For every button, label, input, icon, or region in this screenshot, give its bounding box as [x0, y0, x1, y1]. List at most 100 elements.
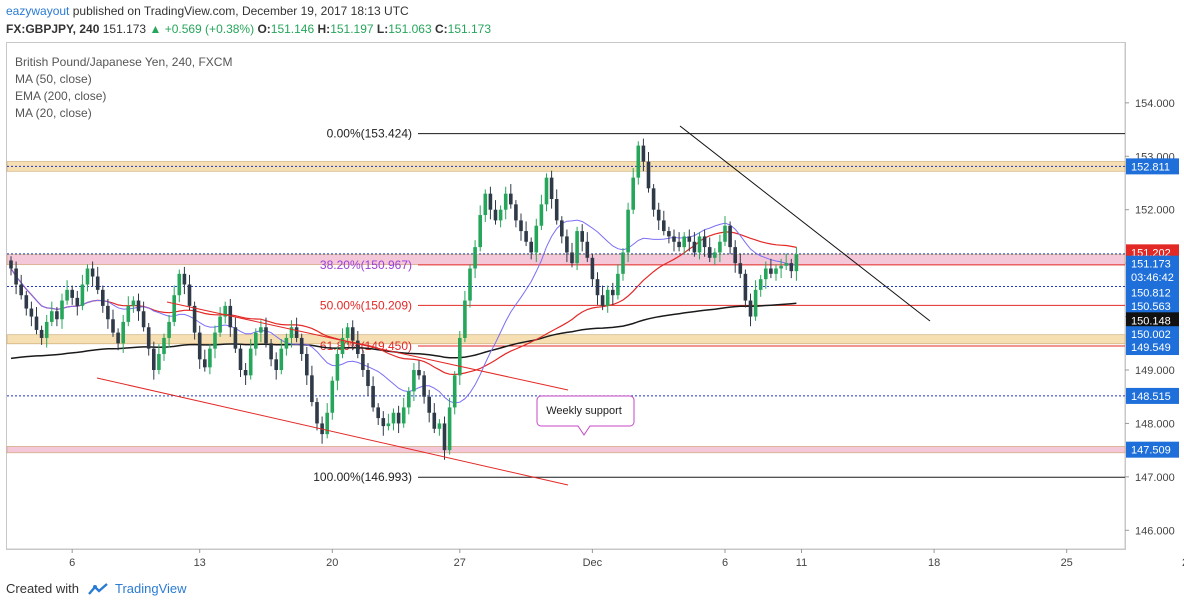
price-tag-9: 148.515: [1131, 391, 1171, 403]
close-value: 151.173: [447, 22, 492, 36]
created-with-label: Created with: [6, 581, 79, 596]
candle-body-72: [376, 407, 380, 419]
plot-area: [7, 43, 1125, 549]
open-label: O:: [257, 22, 271, 36]
annotation-callout-box: [536, 395, 635, 436]
price-tag-bg-3: [1126, 269, 1179, 286]
candle-body-45: [238, 348, 243, 371]
candle-body-16: [90, 268, 95, 277]
candle-body-78: [407, 391, 411, 408]
candle-body-144: [743, 273, 748, 301]
candle-body-12: [70, 289, 74, 298]
candle-body-130: [672, 236, 676, 242]
x-tick-label-7: 18: [928, 557, 940, 569]
candle-body-100: [519, 220, 523, 232]
x-tick-label-9: 2018: [1182, 557, 1184, 569]
candle-body-154: [794, 254, 799, 272]
close-label: C:: [434, 22, 448, 36]
candle-body-7: [44, 321, 49, 338]
candle-body-40: [213, 332, 217, 349]
candle-body-152: [784, 263, 788, 266]
candle-body-71: [371, 386, 375, 408]
candle-body-55: [289, 327, 294, 338]
candle-body-70: [366, 370, 370, 387]
candle-body-52: [274, 359, 278, 371]
x-tick-label-3: 27: [454, 557, 466, 569]
ohlc-line: FX:GBPJPY, 240 151.173 ▲ +0.569 (+0.38%)…: [6, 22, 491, 36]
candle-body-47: [248, 348, 253, 376]
candle-body-33: [177, 273, 182, 296]
candle-body-126: [651, 188, 656, 210]
candle-body-41: [218, 316, 222, 333]
candle-body-106: [549, 177, 554, 200]
candle-body-46: [243, 370, 248, 376]
candle-body-140: [723, 225, 727, 242]
zone-band-3: [6, 446, 1126, 454]
y-tick-label-1: 147.000: [1135, 472, 1175, 484]
open-value: 151.146: [270, 22, 315, 36]
candle-body-150: [774, 268, 778, 274]
candle-body-87: [452, 375, 457, 408]
x-tick-label-8: 25: [1061, 557, 1073, 569]
x-tick-label-1: 13: [194, 557, 206, 569]
candle-body-8: [50, 311, 54, 322]
candle-body-10: [60, 300, 64, 320]
price-tag-7: 150.002: [1131, 329, 1171, 341]
candle-body-30: [162, 337, 166, 354]
author-link[interactable]: eazywayout: [6, 4, 70, 18]
candle-body-143: [738, 263, 743, 274]
candle-body-34: [182, 273, 187, 285]
candle-body-93: [483, 193, 488, 216]
candle-body-79: [412, 370, 416, 392]
x-tick-label-4: Dec: [583, 557, 603, 569]
price-tag-3: 03:46:42: [1131, 272, 1174, 284]
candle-body-25: [136, 300, 141, 312]
candle-body-96: [498, 209, 503, 221]
ema200-line: [10, 302, 797, 360]
price-tag-bg-9: [1126, 387, 1179, 404]
legend-ema200[interactable]: EMA (200, close): [15, 89, 107, 103]
candle-body-113: [585, 241, 590, 258]
candle-body-148: [764, 268, 768, 280]
candle-body-53: [279, 348, 284, 371]
x-tick-label-5: 6: [722, 557, 728, 569]
candle-body-109: [565, 236, 569, 253]
candle-body-91: [473, 247, 477, 269]
candle-body-6: [39, 329, 44, 338]
candle-body-116: [600, 295, 605, 306]
candle-body-11: [65, 289, 69, 301]
tradingview-link[interactable]: TradingView: [87, 581, 187, 596]
candle-body-67: [350, 327, 355, 341]
candle-body-37: [197, 332, 202, 360]
candle-body-92: [478, 215, 482, 248]
candle-body-138: [713, 252, 717, 258]
candle-body-27: [146, 327, 151, 349]
candle-body-80: [417, 370, 421, 376]
low-value: 151.063: [388, 22, 432, 36]
candle-body-107: [554, 199, 559, 221]
candle-body-28: [152, 348, 156, 371]
tradingview-logo-icon: [88, 582, 108, 595]
candle-body-26: [141, 311, 146, 328]
candle-body-60: [315, 402, 319, 424]
price-tag-bg-4: [1126, 284, 1179, 301]
candle-body-42: [223, 305, 227, 317]
candle-body-139: [718, 241, 722, 253]
chart-legend: British Pound/Japanese Yen, 240, FXCM MA…: [15, 54, 232, 122]
candle-body-147: [758, 279, 763, 290]
candle-body-15: [85, 268, 90, 285]
legend-ma20[interactable]: MA (20, close): [15, 106, 92, 120]
candle-body-51: [269, 343, 273, 360]
candle-body-69: [361, 353, 365, 371]
candle-body-110: [570, 252, 574, 264]
price-tag-10: 147.509: [1131, 445, 1171, 457]
brand-label: TradingView: [114, 581, 187, 596]
change-up-icon: ▲: [149, 22, 162, 36]
price-change: +0.569 (+0.38%): [164, 22, 255, 36]
legend-ma50[interactable]: MA (50, close): [15, 72, 92, 86]
candle-body-118: [611, 289, 615, 296]
candle-body-73: [381, 418, 386, 427]
candle-body-35: [187, 284, 192, 306]
candle-body-57: [299, 337, 304, 354]
